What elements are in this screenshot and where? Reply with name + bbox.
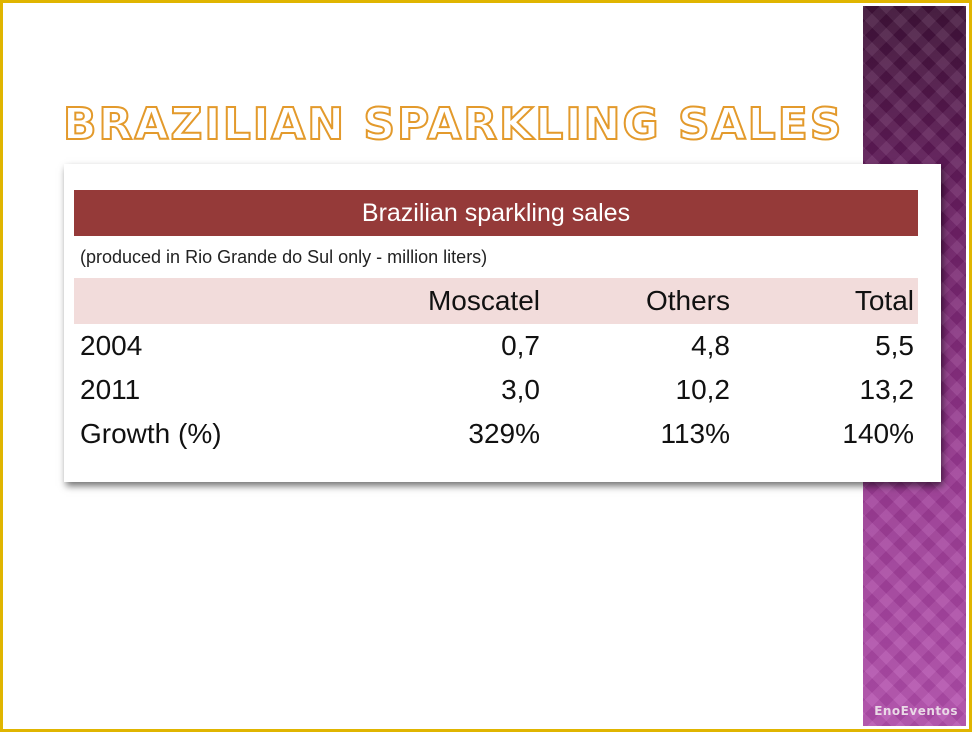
table-header-row: Moscatel Others Total <box>74 278 918 324</box>
header-cell-empty <box>74 278 354 324</box>
cell-moscatel: 3,0 <box>501 374 540 405</box>
header-cell-total: Total <box>734 278 918 324</box>
sales-table-panel: Brazilian sparkling sales (produced in R… <box>64 164 941 482</box>
table-note: (produced in Rio Grande do Sul only - mi… <box>80 246 488 267</box>
cell-total: 140% <box>842 418 914 449</box>
cell-others: 4,8 <box>691 330 730 361</box>
table-caption: Brazilian sparkling sales <box>74 190 918 236</box>
cell-moscatel: 329% <box>468 418 540 449</box>
row-label: 2011 <box>80 374 141 405</box>
cell-moscatel: 0,7 <box>501 330 540 361</box>
row-label: Growth (%) <box>80 418 222 449</box>
header-cell-others: Others <box>544 278 734 324</box>
table-row: 2004 0,7 4,8 5,5 <box>74 324 918 368</box>
table-row: Growth (%) 329% 113% 140% <box>74 412 918 456</box>
cell-total: 13,2 <box>859 374 915 405</box>
sales-table: Brazilian sparkling sales (produced in R… <box>74 190 918 456</box>
row-label: 2004 <box>80 330 143 361</box>
watermark-logo: EnoEventos <box>874 704 958 718</box>
header-cell-moscatel: Moscatel <box>354 278 544 324</box>
table-row: 2011 3,0 10,2 13,2 <box>74 368 918 412</box>
cell-others: 10,2 <box>675 374 731 405</box>
cell-total: 5,5 <box>875 330 914 361</box>
cell-others: 113% <box>660 418 730 449</box>
slide-title: Brazilian Sparkling Sales <box>62 99 844 150</box>
